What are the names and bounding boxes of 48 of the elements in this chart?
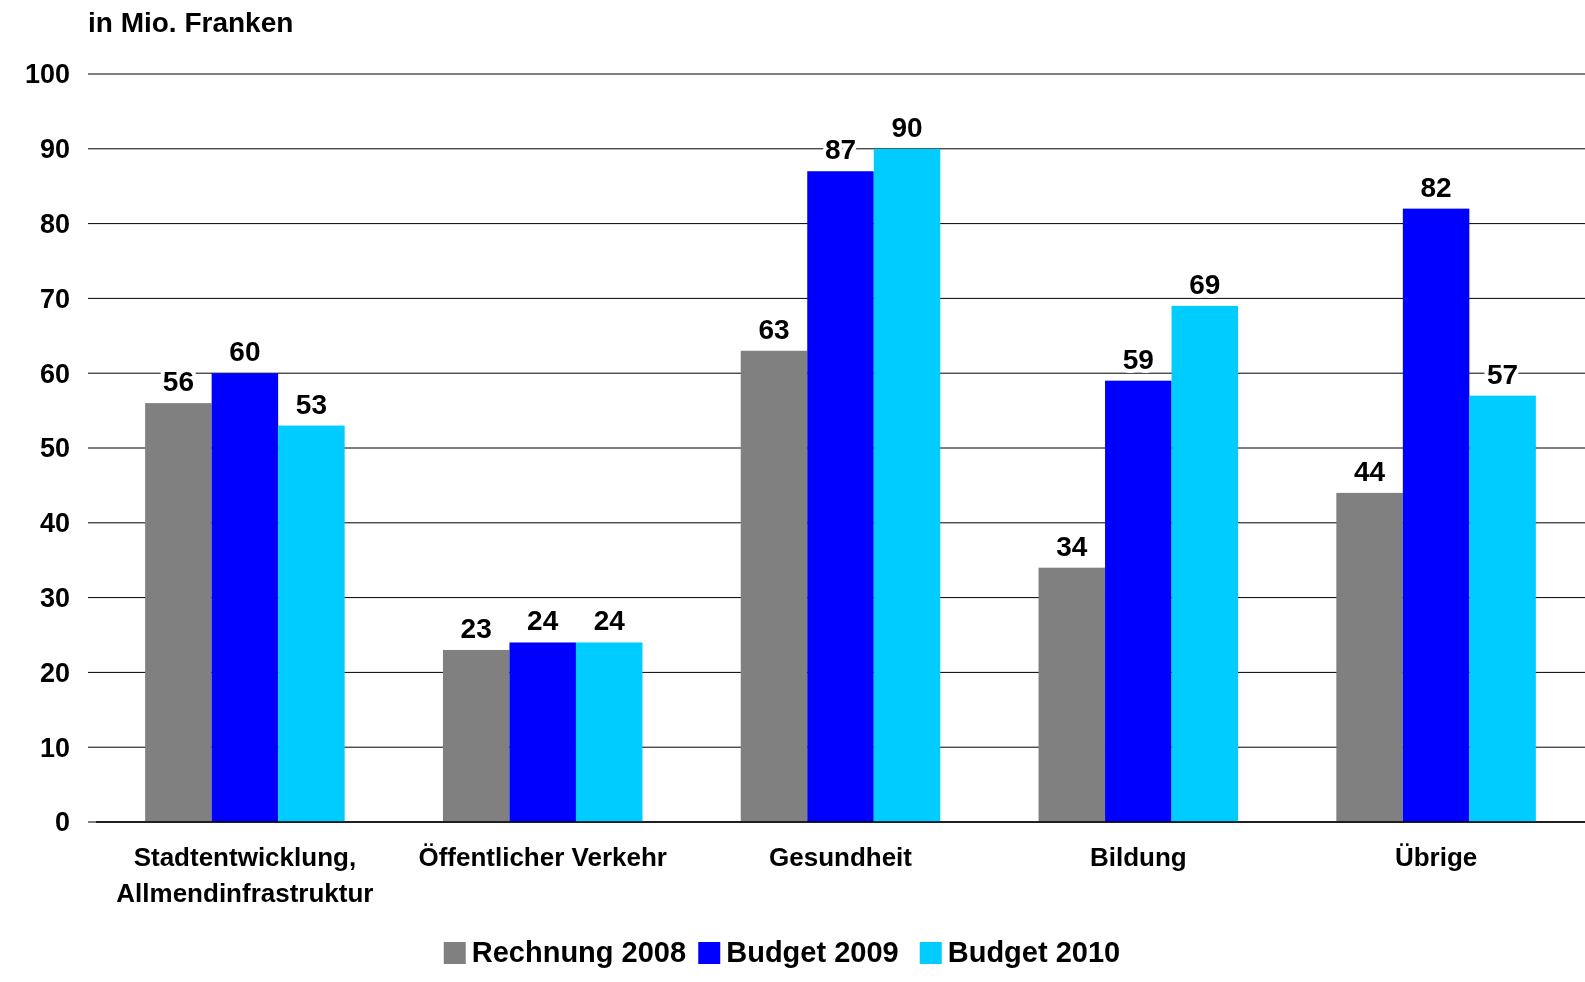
data-label: 24 (593, 605, 626, 637)
legend-label: Budget 2010 (947, 936, 1121, 968)
bar (740, 350, 808, 822)
y-tick-label: 30 (39, 583, 70, 614)
data-label: 56 (162, 366, 194, 398)
data-label: 59 (1122, 343, 1154, 375)
y-tick-label: 60 (39, 358, 70, 389)
y-tick-label: 20 (39, 657, 70, 688)
bar (807, 171, 874, 822)
y-tick-label: 90 (39, 134, 70, 165)
legend-label: Budget 2009 (726, 936, 899, 968)
legend-label: Rechnung 2008 (471, 936, 687, 968)
y-axis-title: in Mio. Franken (88, 7, 294, 38)
bar (211, 373, 279, 822)
bar (1038, 567, 1106, 822)
y-tick-label: 80 (39, 209, 70, 240)
x-tick-label: Übrige (1394, 842, 1478, 872)
data-label: 60 (229, 336, 261, 368)
bar (873, 148, 941, 822)
bar (509, 642, 576, 822)
y-tick-label: 0 (54, 807, 70, 838)
bar (145, 403, 212, 822)
data-label: 69 (1189, 268, 1221, 300)
data-label: 63 (758, 313, 790, 345)
x-tick-label: Stadtentwicklung, Allmendinfrastruktur (116, 842, 374, 908)
x-tick-label: Bildung (1089, 842, 1187, 872)
y-tick-label: 100 (24, 59, 70, 90)
data-label: 44 (1354, 455, 1386, 487)
bar (1469, 395, 1536, 822)
bar (1105, 380, 1172, 822)
data-label: 34 (1056, 530, 1088, 562)
data-label: 82 (1420, 171, 1452, 203)
bar (1336, 492, 1403, 822)
y-tick-label: 70 (39, 283, 70, 314)
x-tick-label: Öffentlicher Verkehr (418, 842, 667, 872)
bar (442, 649, 510, 822)
x-tick-label: Gesundheit (768, 842, 913, 872)
data-label: 53 (295, 388, 327, 420)
data-label: 23 (460, 612, 492, 644)
y-tick-label: 10 (39, 732, 70, 763)
data-label: 90 (891, 111, 923, 143)
y-tick-label: 40 (39, 508, 70, 539)
data-label: 24 (527, 605, 559, 637)
bar (575, 642, 643, 822)
bar (1402, 208, 1470, 822)
bar (1171, 305, 1239, 822)
y-tick-label: 50 (39, 433, 70, 464)
bar (278, 425, 345, 822)
